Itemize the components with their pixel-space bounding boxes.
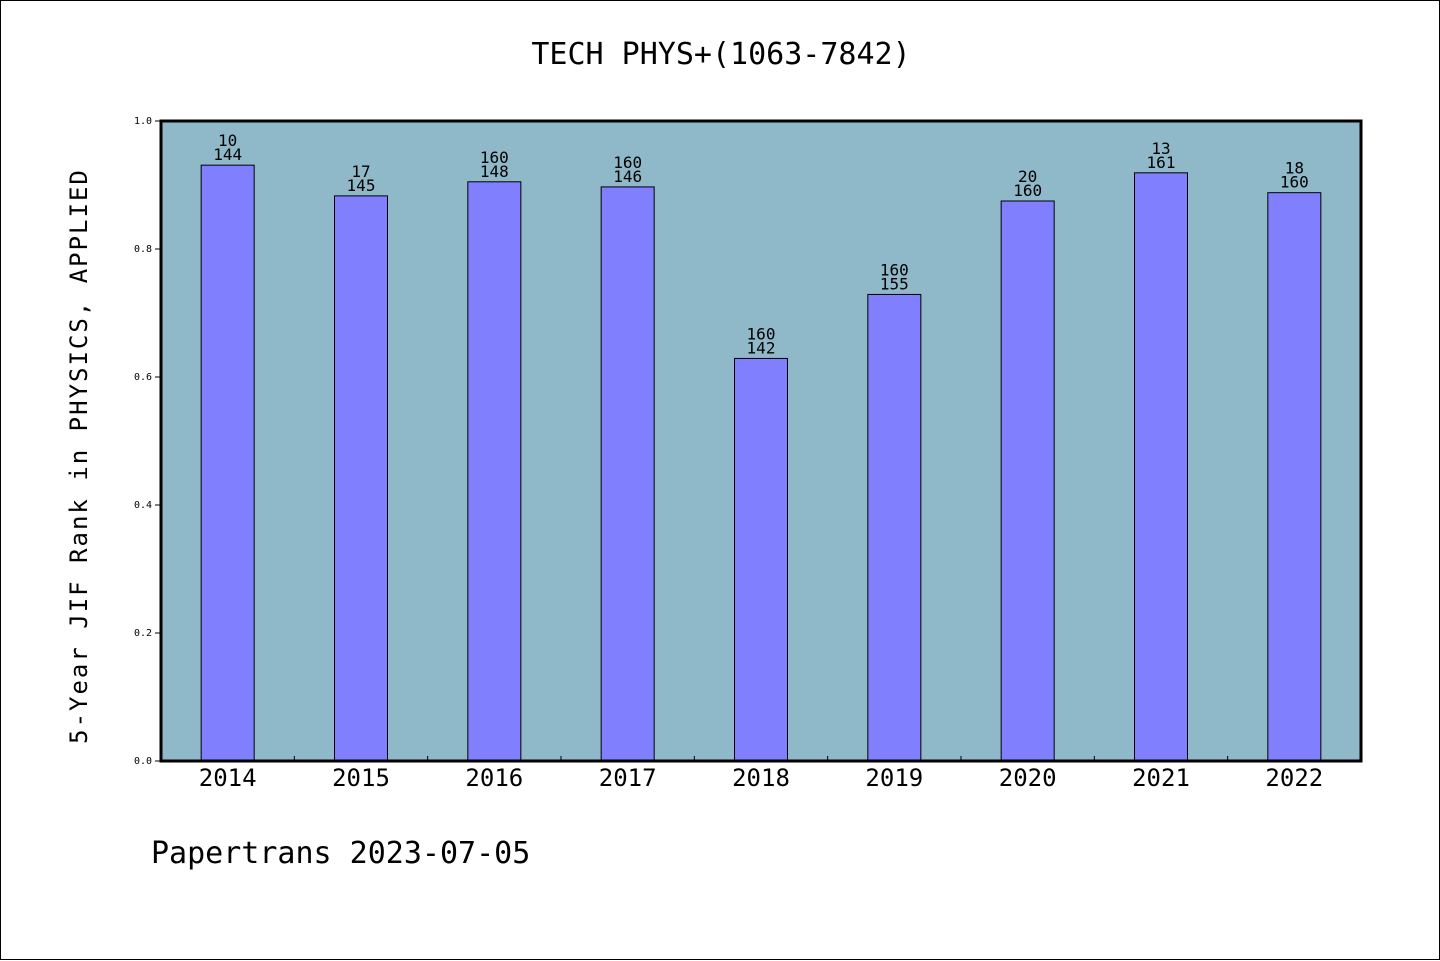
bar-label-top: 160 <box>880 260 909 279</box>
bar-label-bottom: 160 <box>1280 173 1309 192</box>
bar-label-bottom: 145 <box>347 176 376 195</box>
plot-border <box>159 119 1363 763</box>
x-tick-label: 2022 <box>1265 764 1323 792</box>
bar <box>600 186 655 762</box>
bar-label-bottom: 148 <box>480 162 509 181</box>
bar <box>1000 200 1055 762</box>
x-tick-label: 2014 <box>199 764 257 792</box>
bar-label-bottom: 160 <box>1013 181 1042 200</box>
bar <box>467 181 522 762</box>
x-tick-label: 2018 <box>732 764 790 792</box>
x-tick-label: 2017 <box>599 764 657 792</box>
bar-label-bottom: 155 <box>880 274 909 293</box>
bar <box>334 195 388 762</box>
chart-title: TECH PHYS+(1063-7842) <box>531 37 911 72</box>
bar-label-top: 13 <box>1151 139 1170 158</box>
bar-label-top: 10 <box>218 131 237 150</box>
x-tick-label: 2021 <box>1132 764 1190 792</box>
y-tick-label: 0.8 <box>134 244 152 255</box>
bar <box>1134 172 1188 762</box>
bar-label-bottom: 142 <box>747 338 776 357</box>
bar-label-bottom: 161 <box>1147 153 1176 172</box>
bar <box>867 293 922 762</box>
y-tick-label: 1.0 <box>134 116 152 127</box>
bar <box>200 164 255 762</box>
y-tick-label: 0.4 <box>134 500 152 511</box>
bar-label-top: 20 <box>1018 167 1037 186</box>
footer-text: Papertrans 2023-07-05 <box>151 836 531 871</box>
bar <box>734 357 788 762</box>
bar-label-top: 160 <box>613 153 642 172</box>
y-tick-label: 0.0 <box>134 756 152 767</box>
bar <box>1267 192 1322 762</box>
y-tick-label: 0.6 <box>134 372 152 383</box>
x-tick-label: 2020 <box>999 764 1057 792</box>
x-tick-label: 2019 <box>865 764 923 792</box>
bar-label-bottom: 146 <box>613 167 642 186</box>
bar-label-top: 18 <box>1285 159 1304 178</box>
x-tick-label: 2015 <box>332 764 390 792</box>
bar-label-top: 160 <box>480 148 509 167</box>
x-tick-label: 2016 <box>465 764 523 792</box>
y-tick-label: 0.2 <box>134 628 152 639</box>
bar-label-top: 17 <box>351 162 370 181</box>
bar-label-bottom: 144 <box>213 145 242 164</box>
bar-label-top: 160 <box>747 324 776 343</box>
